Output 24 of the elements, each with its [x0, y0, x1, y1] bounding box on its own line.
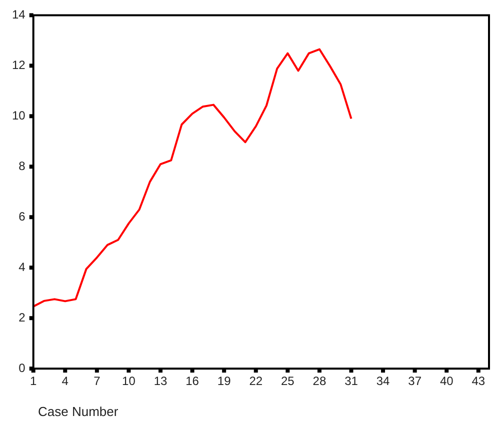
- y-tick-label: 8: [18, 158, 26, 173]
- y-tick-label: 6: [18, 209, 26, 224]
- y-tick-label: 14: [12, 8, 26, 22]
- y-tick-label: 0: [18, 360, 26, 375]
- x-tick-label: 13: [154, 374, 168, 388]
- x-tick-label: 1: [30, 374, 38, 388]
- x-axis-title: Case Number: [38, 404, 118, 419]
- x-tick-label: 43: [472, 374, 486, 388]
- x-tick-label: 31: [344, 374, 358, 388]
- x-tick-label: 7: [94, 374, 101, 388]
- x-tick-label: 34: [376, 374, 390, 388]
- x-tick-label: 16: [186, 374, 200, 388]
- y-tick-label: 2: [18, 310, 26, 324]
- x-tick-label: 28: [312, 374, 326, 388]
- y-tick-label: 4: [18, 260, 26, 274]
- x-tick-label: 10: [122, 374, 136, 388]
- x-tick-label: 4: [62, 374, 69, 388]
- x-tick-label: 19: [217, 374, 232, 388]
- x-tick-label: 40: [440, 374, 454, 388]
- x-tick-label: 37: [408, 374, 422, 388]
- x-tick-label: 22: [249, 374, 263, 388]
- y-tick-label: 12: [12, 58, 26, 72]
- x-tick-label: 25: [280, 374, 295, 388]
- y-tick-label: 10: [12, 108, 26, 122]
